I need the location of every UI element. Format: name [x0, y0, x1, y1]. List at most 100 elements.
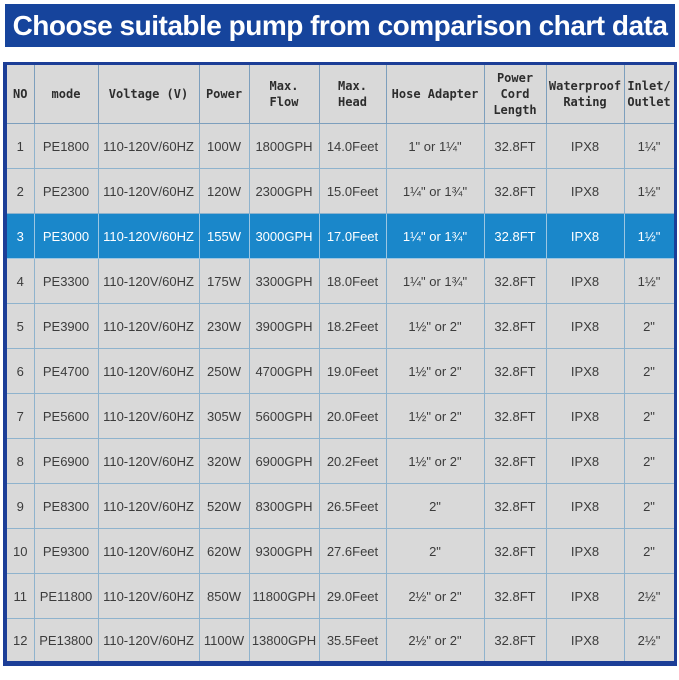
table-cell: PE3000: [33, 213, 99, 259]
column-header: mode: [33, 63, 99, 124]
table-cell: 5: [4, 303, 35, 349]
table-cell: PE4700: [33, 348, 99, 394]
table-cell: 32.8FT: [483, 348, 547, 394]
table-cell: 2": [623, 528, 676, 574]
table-cell: IPX8: [545, 303, 625, 349]
table-cell: 9: [4, 483, 35, 529]
table-cell: IPX8: [545, 258, 625, 304]
table-cell: 20.2Feet: [318, 438, 387, 484]
table-cell: IPX8: [545, 393, 625, 439]
table-cell: 35.5Feet: [318, 618, 387, 664]
table-cell: 1½" or 2": [385, 393, 485, 439]
table-cell: 110-120V/60HZ: [97, 483, 200, 529]
table-cell: 2½" or 2": [385, 573, 485, 619]
table-cell: 19.0Feet: [318, 348, 387, 394]
table-cell: 32.8FT: [483, 438, 547, 484]
table-cell: 27.6Feet: [318, 528, 387, 574]
table-cell: 2½": [623, 573, 676, 619]
table-cell: PE5600: [33, 393, 99, 439]
table-cell: 6900GPH: [248, 438, 320, 484]
column-header: Max. Head: [318, 63, 387, 124]
table-cell: 1100W: [198, 618, 250, 664]
table-cell: 110-120V/60HZ: [97, 348, 200, 394]
table-cell: 32.8FT: [483, 528, 547, 574]
table-cell: 3000GPH: [248, 213, 320, 259]
table-cell: 1800GPH: [248, 123, 320, 169]
table-cell: 110-120V/60HZ: [97, 573, 200, 619]
table-cell: 2": [623, 483, 676, 529]
table-row: 12 PE13800 110-120V/60HZ 1100W 13800GPH 35.5F…: [4, 618, 676, 664]
table-cell: 29.0Feet: [318, 573, 387, 619]
table-row: 1 PE1800 110-120V/60HZ 100W 1800GPH 14.0Feet 1…: [4, 123, 676, 169]
table-row: 7 PE5600 110-120V/60HZ 305W 5600GPH 20.0Feet 1…: [4, 393, 676, 439]
table-cell: IPX8: [545, 483, 625, 529]
table-cell: IPX8: [545, 528, 625, 574]
table-cell: 3300GPH: [248, 258, 320, 304]
column-header: Max. Flow: [248, 63, 320, 124]
table-cell: 110-120V/60HZ: [97, 123, 200, 169]
table-cell: PE11800: [33, 573, 99, 619]
table-cell: 11800GPH: [248, 573, 320, 619]
table-cell: IPX8: [545, 123, 625, 169]
table-cell: 520W: [198, 483, 250, 529]
table-cell: 32.8FT: [483, 303, 547, 349]
table-cell: 250W: [198, 348, 250, 394]
table-cell: 15.0Feet: [318, 168, 387, 214]
table-cell: 18.0Feet: [318, 258, 387, 304]
table-cell: 110-120V/60HZ: [97, 303, 200, 349]
table-cell: 110-120V/60HZ: [97, 438, 200, 484]
table-cell: 1¼" or 1¾": [385, 258, 485, 304]
table-cell: 2": [623, 438, 676, 484]
table-cell: 1½" or 2": [385, 438, 485, 484]
table-cell: PE2300: [33, 168, 99, 214]
pump-comparison-table: NO mode Voltage (V) Power Max. Flow Max. Head…: [3, 62, 677, 666]
table-row: 6 PE4700 110-120V/60HZ 250W 4700GPH 19.0Feet 1…: [4, 348, 676, 394]
table-cell: 26.5Feet: [318, 483, 387, 529]
comparison-table-container: NO mode Voltage (V) Power Max. Flow Max. Head…: [3, 62, 677, 666]
table-cell: PE3300: [33, 258, 99, 304]
table-cell: 110-120V/60HZ: [97, 393, 200, 439]
table-cell: 2": [623, 393, 676, 439]
table-cell: 1¼": [623, 123, 676, 169]
table-cell: 230W: [198, 303, 250, 349]
table-row: 8 PE6900 110-120V/60HZ 320W 6900GPH 20.2Feet 1…: [4, 438, 676, 484]
table-cell: 17.0Feet: [318, 213, 387, 259]
table-cell: 32.8FT: [483, 168, 547, 214]
table-cell: 18.2Feet: [318, 303, 387, 349]
table-cell: PE1800: [33, 123, 99, 169]
table-cell: 32.8FT: [483, 393, 547, 439]
table-cell: 1¼" or 1¾": [385, 213, 485, 259]
table-cell: 20.0Feet: [318, 393, 387, 439]
table-cell: 1½" or 2": [385, 348, 485, 394]
table-cell: 2": [385, 528, 485, 574]
table-cell: 100W: [198, 123, 250, 169]
table-cell: 110-120V/60HZ: [97, 528, 200, 574]
table-cell: IPX8: [545, 168, 625, 214]
table-body: 1 PE1800 110-120V/60HZ 100W 1800GPH 14.0Feet 1…: [4, 123, 676, 664]
table-row: 5 PE3900 110-120V/60HZ 230W 3900GPH 18.2Feet 1…: [4, 303, 676, 349]
table-cell: 2300GPH: [248, 168, 320, 214]
table-cell: 2: [4, 168, 35, 214]
table-cell: 4: [4, 258, 35, 304]
table-cell: 4700GPH: [248, 348, 320, 394]
column-header: Voltage (V): [97, 63, 200, 124]
table-cell: 2": [623, 303, 676, 349]
table-cell: 3900GPH: [248, 303, 320, 349]
table-cell: 32.8FT: [483, 258, 547, 304]
table-cell: PE13800: [33, 618, 99, 664]
table-cell: 1½": [623, 213, 676, 259]
table-cell: 5600GPH: [248, 393, 320, 439]
table-row: 11 PE11800 110-120V/60HZ 850W 11800GPH 29.0Fe…: [4, 573, 676, 619]
table-cell: 110-120V/60HZ: [97, 258, 200, 304]
table-header-row: NO mode Voltage (V) Power Max. Flow Max. Head…: [4, 63, 676, 124]
table-row: 9 PE8300 110-120V/60HZ 520W 8300GPH 26.5Feet 2…: [4, 483, 676, 529]
table-cell: IPX8: [545, 438, 625, 484]
table-cell: 13800GPH: [248, 618, 320, 664]
table-cell: 110-120V/60HZ: [97, 618, 200, 664]
table-cell: IPX8: [545, 618, 625, 664]
table-cell: 320W: [198, 438, 250, 484]
table-cell: 850W: [198, 573, 250, 619]
table-cell: PE3900: [33, 303, 99, 349]
table-cell: 1" or 1¼": [385, 123, 485, 169]
table-cell: 155W: [198, 213, 250, 259]
